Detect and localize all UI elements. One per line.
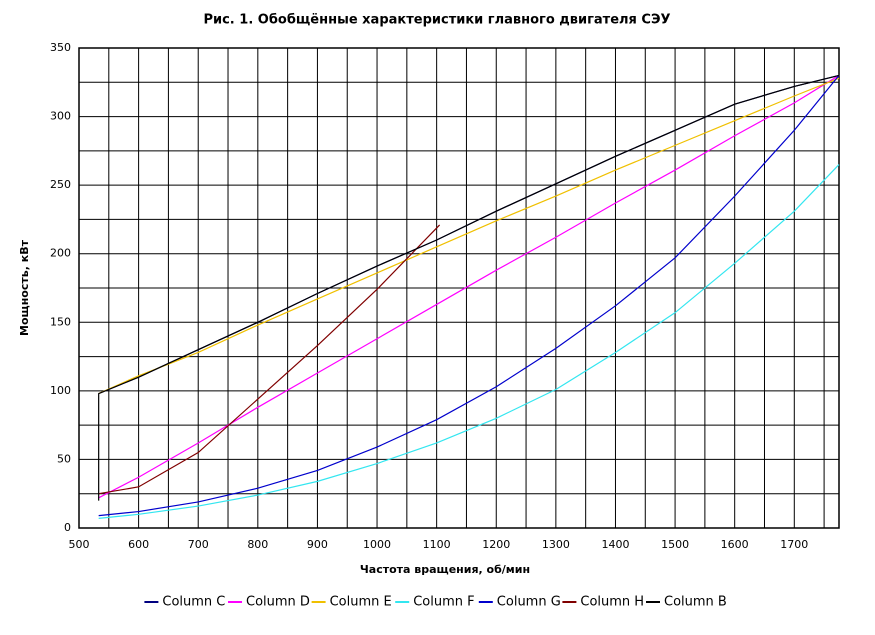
series-line	[98, 77, 840, 395]
series-line	[98, 74, 840, 501]
series-line	[98, 164, 840, 519]
series-line	[98, 75, 840, 517]
y-axis-label: Мощность, кВт	[18, 239, 31, 336]
y-tick-label: 50	[57, 452, 71, 465]
y-tick-label: 0	[64, 521, 71, 534]
y-tick-label: 350	[50, 41, 71, 54]
plot-border	[78, 47, 840, 529]
legend-label: Column F	[413, 595, 474, 610]
x-tick-label: 800	[247, 538, 268, 551]
y-tick-label: 200	[50, 247, 71, 260]
y-tick-label: 250	[50, 178, 71, 191]
legend-label: Column D	[246, 595, 310, 610]
legend-label: Column H	[580, 595, 644, 610]
y-tick-label: 150	[50, 315, 71, 328]
x-tick-label: 900	[307, 538, 328, 551]
y-tick-label: 300	[50, 110, 71, 123]
x-axis-label: Частота вращения, об/мин	[360, 563, 530, 576]
y-tick-label: 100	[50, 384, 71, 397]
legend-label: Column C	[162, 595, 225, 610]
x-tick-label: 1300	[542, 538, 570, 551]
x-tick-label: 1100	[423, 538, 451, 551]
series-line	[98, 74, 840, 499]
legend-label: Column G	[497, 595, 561, 610]
series-line	[98, 224, 441, 495]
x-tick-label: 500	[69, 538, 90, 551]
x-tick-label: 700	[188, 538, 209, 551]
legend-label: Column E	[330, 595, 392, 610]
x-tick-label: 1500	[661, 538, 689, 551]
chart-title: Рис. 1. Обобщённые характеристики главно…	[203, 13, 670, 28]
x-tick-label: 600	[128, 538, 149, 551]
legend-label: Column B	[664, 595, 727, 610]
x-tick-label: 1700	[780, 538, 808, 551]
x-tick-label: 1400	[601, 538, 629, 551]
x-tick-label: 1200	[482, 538, 510, 551]
x-tick-label: 1000	[363, 538, 391, 551]
x-tick-label: 1600	[721, 538, 749, 551]
